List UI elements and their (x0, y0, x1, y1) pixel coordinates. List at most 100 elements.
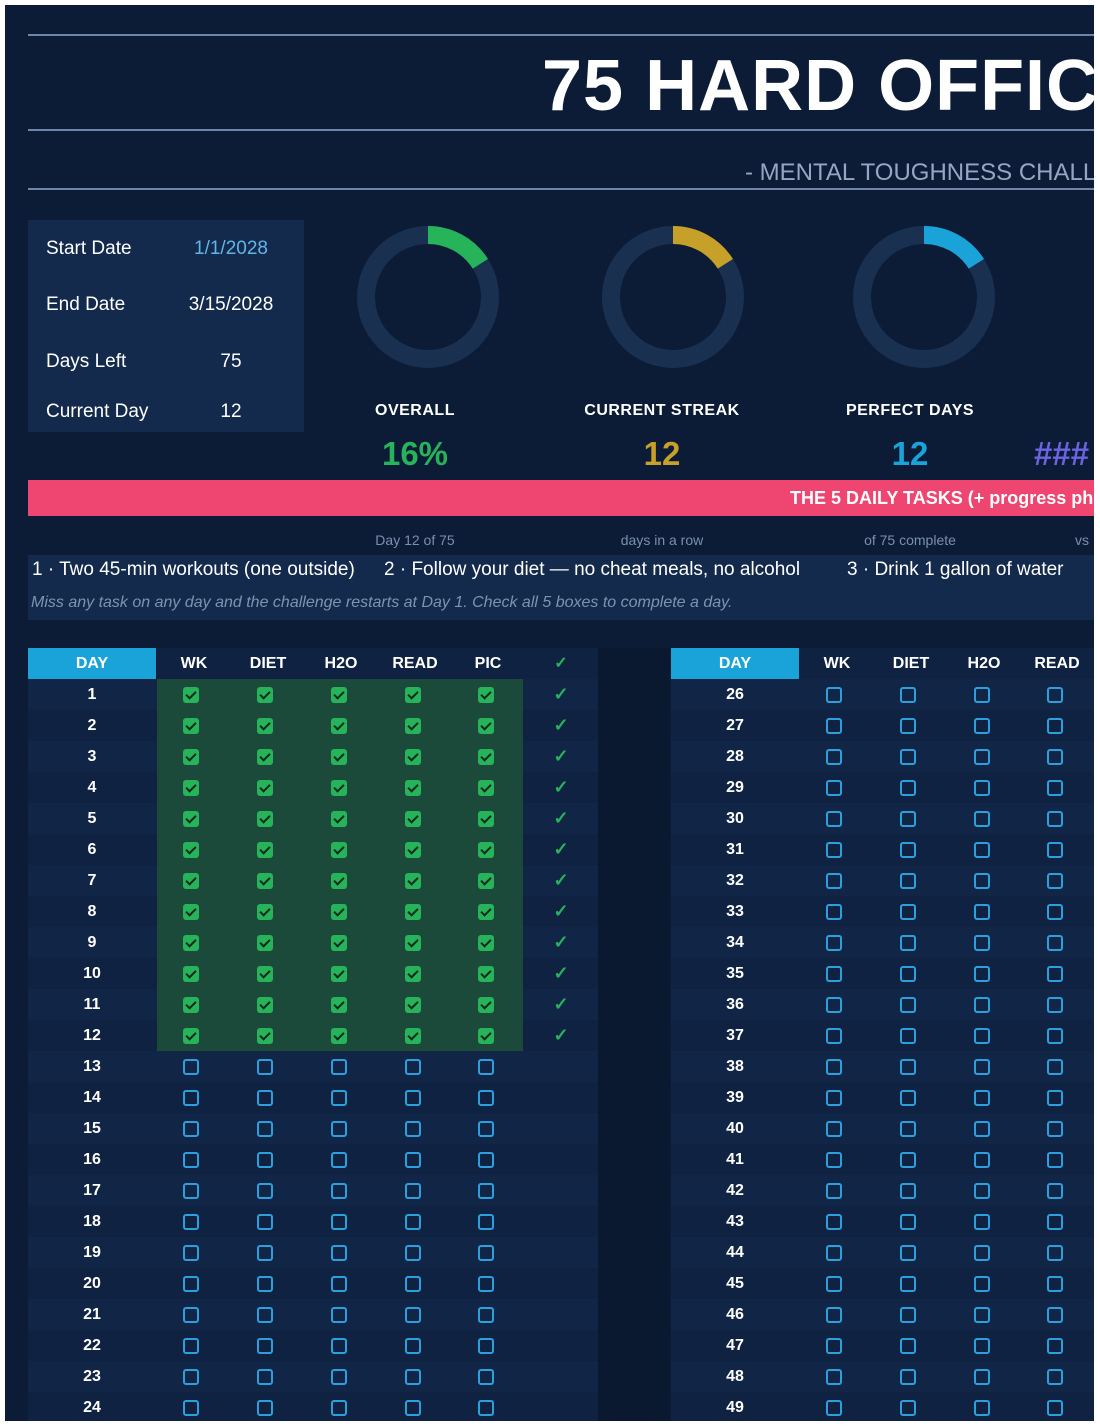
checkbox-checked[interactable] (405, 966, 421, 982)
checkbox-unchecked[interactable] (974, 1276, 990, 1292)
checkbox-unchecked[interactable] (405, 1338, 421, 1354)
checkbox-checked[interactable] (478, 749, 494, 765)
checkbox-unchecked[interactable] (826, 1121, 842, 1137)
checkbox-unchecked[interactable] (826, 1214, 842, 1230)
checkbox-checked[interactable] (331, 966, 347, 982)
checkbox-unchecked[interactable] (826, 749, 842, 765)
checkbox-unchecked[interactable] (974, 873, 990, 889)
checkbox-unchecked[interactable] (826, 1307, 842, 1323)
checkbox-unchecked[interactable] (900, 749, 916, 765)
checkbox-unchecked[interactable] (405, 1214, 421, 1230)
checkbox-unchecked[interactable] (1047, 1183, 1063, 1199)
checkbox-unchecked[interactable] (900, 1152, 916, 1168)
checkbox-unchecked[interactable] (826, 842, 842, 858)
checkbox-unchecked[interactable] (826, 1245, 842, 1261)
checkbox-unchecked[interactable] (826, 1400, 842, 1416)
checkbox-unchecked[interactable] (826, 1338, 842, 1354)
checkbox-checked[interactable] (257, 842, 273, 858)
checkbox-checked[interactable] (331, 749, 347, 765)
checkbox-unchecked[interactable] (826, 873, 842, 889)
checkbox-unchecked[interactable] (257, 1307, 273, 1323)
checkbox-unchecked[interactable] (478, 1214, 494, 1230)
checkbox-checked[interactable] (405, 1028, 421, 1044)
checkbox-unchecked[interactable] (405, 1183, 421, 1199)
checkbox-checked[interactable] (183, 718, 199, 734)
checkbox-unchecked[interactable] (183, 1183, 199, 1199)
checkbox-unchecked[interactable] (900, 966, 916, 982)
checkbox-unchecked[interactable] (1047, 718, 1063, 734)
checkbox-unchecked[interactable] (405, 1400, 421, 1416)
checkbox-unchecked[interactable] (183, 1369, 199, 1385)
checkbox-unchecked[interactable] (900, 687, 916, 703)
checkbox-unchecked[interactable] (826, 997, 842, 1013)
checkbox-checked[interactable] (331, 935, 347, 951)
checkbox-unchecked[interactable] (257, 1369, 273, 1385)
checkbox-unchecked[interactable] (900, 1338, 916, 1354)
checkbox-checked[interactable] (257, 873, 273, 889)
checkbox-unchecked[interactable] (1047, 842, 1063, 858)
checkbox-checked[interactable] (183, 811, 199, 827)
checkbox-unchecked[interactable] (183, 1059, 199, 1075)
checkbox-unchecked[interactable] (1047, 966, 1063, 982)
checkbox-unchecked[interactable] (900, 935, 916, 951)
checkbox-unchecked[interactable] (331, 1400, 347, 1416)
checkbox-checked[interactable] (183, 842, 199, 858)
checkbox-unchecked[interactable] (183, 1245, 199, 1261)
checkbox-checked[interactable] (257, 997, 273, 1013)
checkbox-unchecked[interactable] (405, 1152, 421, 1168)
checkbox-unchecked[interactable] (826, 811, 842, 827)
checkbox-unchecked[interactable] (900, 1369, 916, 1385)
checkbox-unchecked[interactable] (826, 1090, 842, 1106)
checkbox-unchecked[interactable] (331, 1183, 347, 1199)
checkbox-checked[interactable] (183, 1028, 199, 1044)
checkbox-unchecked[interactable] (405, 1276, 421, 1292)
checkbox-unchecked[interactable] (974, 1090, 990, 1106)
checkbox-unchecked[interactable] (1047, 997, 1063, 1013)
checkbox-checked[interactable] (478, 842, 494, 858)
checkbox-unchecked[interactable] (183, 1276, 199, 1292)
checkbox-checked[interactable] (478, 811, 494, 827)
checkbox-unchecked[interactable] (974, 749, 990, 765)
checkbox-unchecked[interactable] (900, 811, 916, 827)
checkbox-checked[interactable] (405, 935, 421, 951)
checkbox-checked[interactable] (331, 873, 347, 889)
checkbox-unchecked[interactable] (1047, 687, 1063, 703)
checkbox-unchecked[interactable] (900, 1245, 916, 1261)
checkbox-checked[interactable] (183, 687, 199, 703)
checkbox-unchecked[interactable] (826, 687, 842, 703)
checkbox-unchecked[interactable] (826, 718, 842, 734)
checkbox-checked[interactable] (478, 966, 494, 982)
checkbox-checked[interactable] (257, 904, 273, 920)
checkbox-unchecked[interactable] (900, 997, 916, 1013)
checkbox-unchecked[interactable] (974, 1214, 990, 1230)
checkbox-unchecked[interactable] (900, 904, 916, 920)
checkbox-checked[interactable] (257, 687, 273, 703)
checkbox-checked[interactable] (405, 749, 421, 765)
checkbox-unchecked[interactable] (826, 1152, 842, 1168)
checkbox-unchecked[interactable] (478, 1245, 494, 1261)
checkbox-checked[interactable] (478, 935, 494, 951)
checkbox-checked[interactable] (331, 904, 347, 920)
checkbox-unchecked[interactable] (1047, 1245, 1063, 1261)
checkbox-unchecked[interactable] (183, 1338, 199, 1354)
checkbox-unchecked[interactable] (900, 780, 916, 796)
checkbox-unchecked[interactable] (331, 1121, 347, 1137)
checkbox-checked[interactable] (257, 718, 273, 734)
checkbox-unchecked[interactable] (826, 904, 842, 920)
checkbox-unchecked[interactable] (1047, 1400, 1063, 1416)
checkbox-unchecked[interactable] (974, 1121, 990, 1137)
checkbox-unchecked[interactable] (1047, 749, 1063, 765)
checkbox-unchecked[interactable] (1047, 1369, 1063, 1385)
checkbox-unchecked[interactable] (974, 1028, 990, 1044)
checkbox-checked[interactable] (405, 997, 421, 1013)
checkbox-unchecked[interactable] (900, 873, 916, 889)
checkbox-unchecked[interactable] (900, 718, 916, 734)
checkbox-unchecked[interactable] (974, 687, 990, 703)
checkbox-checked[interactable] (331, 718, 347, 734)
checkbox-unchecked[interactable] (405, 1090, 421, 1106)
checkbox-unchecked[interactable] (1047, 1338, 1063, 1354)
checkbox-unchecked[interactable] (405, 1121, 421, 1137)
checkbox-unchecked[interactable] (405, 1307, 421, 1323)
checkbox-unchecked[interactable] (183, 1307, 199, 1323)
checkbox-unchecked[interactable] (257, 1059, 273, 1075)
